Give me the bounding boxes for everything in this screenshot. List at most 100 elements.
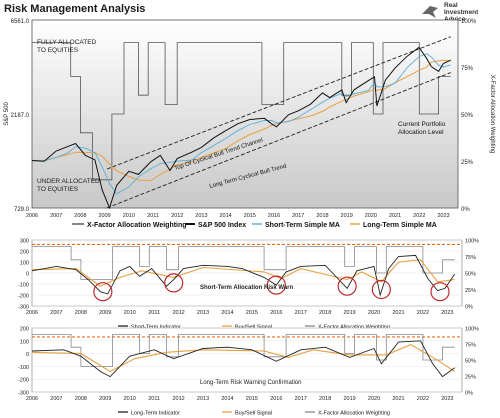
legend-label: Long-Term Simple MA: [363, 222, 437, 229]
y-tick-label-left: 6561.0: [11, 19, 30, 25]
annotation-current-1: Current Portfolio: [398, 121, 446, 128]
x-tick-label: 2008: [75, 396, 87, 402]
x-tick-label: 2012: [172, 310, 184, 316]
x-tick-label: 2008: [75, 310, 87, 316]
x-tick-label: 2021: [392, 396, 404, 402]
x-tick-label: 2013: [197, 310, 209, 316]
x-tick-label: 2022: [417, 310, 429, 316]
y-axis-label-right: X-Factor Allocation Weighting: [489, 75, 495, 154]
x-tick-label: 2007: [50, 396, 62, 402]
legend-label: Short-Term Indicator: [131, 325, 181, 331]
x-tick-label: 2012: [171, 213, 183, 219]
x-tick-label: 2010: [124, 396, 136, 402]
x-tick-label: 2010: [124, 310, 136, 316]
x-tick-label: 2018: [319, 310, 331, 316]
x-tick-label: 2018: [316, 213, 328, 219]
x-tick-label: 2008: [74, 213, 86, 219]
y-tick-label-right: 100%: [465, 239, 479, 245]
y-tick-label-right: 50%: [465, 359, 476, 365]
y-tick-label-right: 25%: [461, 160, 474, 166]
y-tick-label-left: 2187.0: [11, 113, 30, 119]
x-tick-label: 2019: [343, 310, 355, 316]
legend-label: Short-Term Simple MA: [265, 222, 340, 229]
warning-circle: [93, 282, 113, 302]
y-tick-label-left: -100: [18, 365, 29, 371]
x-tick-label: 2007: [50, 213, 62, 219]
legend-label: X-Factor Allocation Weighting: [87, 222, 187, 229]
y-tick-label-right: 25%: [465, 288, 476, 294]
x-tick-label: 2017: [295, 310, 307, 316]
series-indicator: [31, 254, 456, 297]
warning-circle: [164, 273, 184, 293]
x-tick-label: 2020: [365, 213, 377, 219]
x-tick-label: 2012: [172, 396, 184, 402]
x-tick-label: 2015: [246, 396, 258, 402]
logo: Real Investment Advice: [420, 2, 498, 24]
x-tick-label: 2006: [26, 396, 38, 402]
annotation-fully-allocated-2: TO EQUITIES: [37, 47, 79, 54]
y-tick-label-left: 200: [20, 250, 29, 256]
x-tick-label: 2016: [268, 213, 280, 219]
warning-circle: [337, 276, 357, 296]
x-tick-label: 2014: [221, 396, 233, 402]
legend-label: Buy/Sell Signal: [235, 325, 272, 331]
y-tick-label-left: -200: [18, 378, 29, 384]
y-tick-label-right: 25%: [465, 375, 476, 381]
x-tick-label: 2019: [341, 213, 353, 219]
series-xfactor-weighting: [32, 42, 451, 181]
series-indicator: [31, 340, 455, 378]
x-tick-label: 2021: [392, 310, 404, 316]
x-tick-label: 2010: [123, 213, 135, 219]
plot-area: [31, 327, 463, 393]
x-tick-label: 2009: [99, 396, 111, 402]
logo-line1: Real: [444, 2, 458, 9]
x-tick-label: 2011: [148, 310, 160, 316]
y-tick-label-right: 100%: [461, 19, 477, 25]
y-tick-label-right: 75%: [461, 66, 474, 72]
y-tick-label-right: 0%: [465, 391, 473, 397]
page-title: Risk Management Analysis: [4, 3, 146, 15]
x-tick-label: 2009: [98, 213, 110, 219]
series-buy-sell-signal: [31, 343, 456, 373]
x-tick-label: 2015: [246, 310, 258, 316]
warning-circle: [430, 282, 450, 302]
y-tick-label-left: 100: [20, 261, 29, 267]
y-tick-label-right: 75%: [465, 255, 476, 261]
legend-label: X-Factor Allocation Weighting: [318, 411, 390, 417]
x-tick-label: 2023: [441, 396, 453, 402]
annotation-under-allocated-2: TO EQUITIES: [37, 186, 79, 193]
x-tick-label: 2011: [147, 213, 159, 219]
legend-label: S&P 500 Index: [198, 222, 246, 229]
legend-label: X-Factor Allocation Weighting: [318, 325, 390, 331]
x-tick-label: 2006: [26, 213, 38, 219]
annotation-current-2: Allocation Level: [398, 129, 444, 136]
y-tick-label-right: 50%: [461, 113, 474, 119]
panel-annotation: Short-Term Allocation Risk Warn: [200, 285, 293, 291]
series-short-term-ma: [31, 53, 451, 195]
logo-line3: Advice: [444, 16, 466, 23]
legend-label: Buy/Sell Signal: [235, 411, 272, 417]
x-tick-label: 2013: [197, 396, 209, 402]
x-tick-label: 2016: [270, 396, 282, 402]
x-tick-label: 2023: [441, 310, 453, 316]
y-tick-label-left: 100: [20, 339, 29, 345]
x-tick-label: 2006: [26, 310, 38, 316]
x-tick-label: 2022: [417, 396, 429, 402]
annotation-under-allocated-1: UNDER ALLOCATED: [37, 178, 100, 185]
x-tick-label: 2020: [368, 310, 380, 316]
main-chart-panel: 729.0 2187.0 6561.0 0% 25% 50% 75% 100% S&P 500 X…: [4, 19, 495, 229]
y-tick-label-left: 0: [26, 272, 29, 278]
x-tick-label: 2009: [99, 310, 111, 316]
long-term-panel: 200 100 0 -100 -200 -300 100% 75% 50% 25% 0% 2006 20…: [18, 327, 479, 417]
x-tick-label: 2021: [389, 213, 401, 219]
x-tick-label: 2013: [195, 213, 207, 219]
x-tick-label: 2017: [292, 213, 304, 219]
warning-circle: [266, 275, 286, 295]
y-axis-label-left: S&P 500: [4, 102, 10, 126]
y-tick-label-left: -100: [18, 283, 29, 289]
warning-circle: [371, 279, 391, 300]
short-term-panel: 300 200 100 0 -100 -200 -300 100% 75% 50% 25% 0% 200…: [18, 239, 479, 331]
panel-annotation: Long-Term Risk Warning Confirmation: [200, 380, 301, 386]
x-tick-label: 2022: [413, 213, 425, 219]
